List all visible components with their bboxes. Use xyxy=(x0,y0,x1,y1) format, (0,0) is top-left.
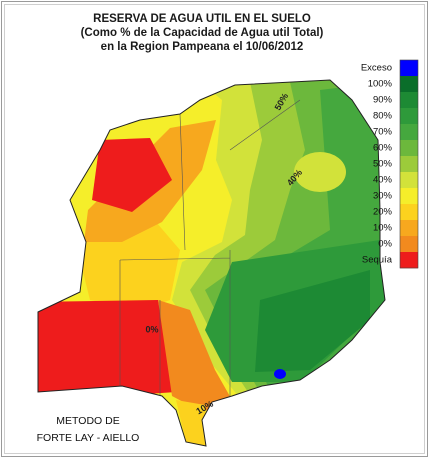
legend-swatch xyxy=(400,92,418,109)
legend-border xyxy=(399,59,419,269)
legend-swatch xyxy=(400,220,418,237)
legend-label: 0% xyxy=(378,239,392,250)
method-line: FORTE LAY - AIELLO xyxy=(37,432,140,444)
zone-20 xyxy=(176,400,206,446)
legend-label: 20% xyxy=(373,207,393,218)
legend-swatch xyxy=(400,124,418,141)
zone-0 xyxy=(158,300,232,412)
legend-swatch xyxy=(400,188,418,205)
legend-swatch xyxy=(400,76,418,93)
zone-drought xyxy=(38,300,176,402)
title-line: en la Region Pampeana el 10/06/2012 xyxy=(101,41,304,53)
legend-swatch xyxy=(400,60,418,77)
legend-label: Exceso xyxy=(361,63,392,74)
legend-swatch xyxy=(400,204,418,221)
legend-label: 30% xyxy=(373,191,393,202)
legend-swatch xyxy=(400,172,418,189)
legend-label: Sequía xyxy=(362,255,393,266)
legend-label: 70% xyxy=(373,127,393,138)
legend-swatch xyxy=(400,156,418,173)
legend-label: 40% xyxy=(373,175,393,186)
inner-frame xyxy=(4,4,425,454)
boundary xyxy=(119,99,301,400)
title-line: (Como % de la Capacidad de Agua util Tot… xyxy=(81,27,324,39)
contour-label: 0% xyxy=(145,324,158,334)
legend-label: 60% xyxy=(373,143,393,154)
zone-90 xyxy=(255,270,370,372)
map xyxy=(38,80,385,446)
zone-40 xyxy=(294,152,346,192)
legend-swatch xyxy=(400,140,418,157)
legend-label: 100% xyxy=(368,79,393,90)
region-outline xyxy=(37,79,386,447)
zone-drought xyxy=(92,138,172,212)
legend-swatch xyxy=(400,236,418,253)
legend-label: 10% xyxy=(373,223,393,234)
legend: Exceso 100% 90% 80% 70% 60% 50% 40% 30% 20% 10% 0% S… xyxy=(361,59,419,269)
legend-label: 90% xyxy=(373,95,393,106)
legend-label: 80% xyxy=(373,111,393,122)
legend-swatch xyxy=(400,252,418,269)
zone-excess xyxy=(274,369,286,379)
legend-swatch xyxy=(400,108,418,125)
title-line: RESERVA DE AGUA UTIL EN EL SUELO xyxy=(93,13,311,25)
method-line: METODO DE xyxy=(56,415,119,427)
legend-label: 50% xyxy=(373,159,393,170)
